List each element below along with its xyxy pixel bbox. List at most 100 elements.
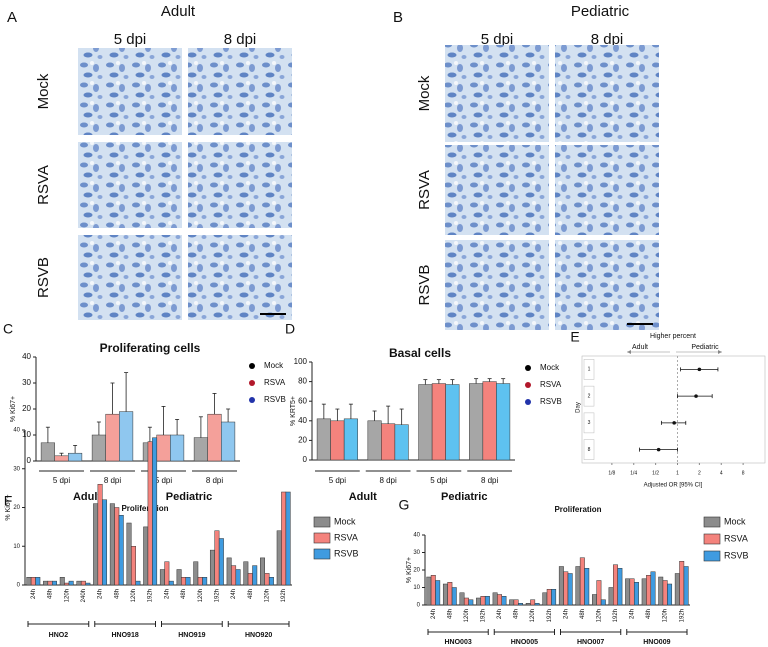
x-tick-label: 192h (613, 609, 619, 622)
bar (43, 580, 49, 586)
bar (431, 383, 446, 461)
bar (114, 507, 120, 586)
x-tick-label: 48h (181, 589, 187, 599)
row-label: RSVB (35, 257, 52, 298)
group-label: Adult (73, 491, 101, 503)
bar (260, 557, 265, 586)
y-tick-label: 10 (22, 430, 31, 439)
bar (525, 603, 531, 606)
micrograph (78, 48, 182, 135)
bar (197, 577, 203, 586)
bar (52, 580, 57, 586)
bar (463, 597, 469, 606)
chart-title: Proliferating cells (100, 341, 201, 355)
panel-letter: D (285, 321, 295, 337)
bar (218, 538, 224, 586)
group-label: HNO918 (112, 632, 139, 639)
bar (451, 587, 457, 606)
chart-title: Basal cells (389, 346, 451, 360)
legend-marker (249, 397, 255, 403)
point-estimate (672, 421, 676, 425)
bar (563, 571, 569, 606)
x-tick-label: 24h (563, 609, 569, 619)
bar (26, 577, 32, 586)
bar (530, 599, 536, 606)
group-label: Pediatric (166, 491, 212, 503)
bar (683, 566, 689, 606)
bar (418, 384, 433, 461)
x-tick-label: 24h (630, 609, 636, 619)
x-tick-label: 48h (514, 609, 520, 619)
bar (482, 381, 497, 461)
x-tick-label: 120h (596, 609, 602, 622)
row-label: RSVB (416, 265, 433, 306)
x-tick-label: 24h (497, 609, 503, 619)
x-tick-label: 48h (248, 589, 254, 599)
bar (59, 577, 65, 586)
row-label: Mock (416, 75, 433, 111)
panel-letter: E (570, 329, 579, 345)
bar (617, 568, 623, 606)
x-axis-label: Adjusted OR [95% CI] (644, 483, 703, 489)
y-tick-label: 0 (17, 583, 21, 589)
bar (625, 578, 631, 606)
bar (193, 561, 199, 586)
x-tick-label: 48h (580, 609, 586, 619)
bar (330, 420, 345, 461)
x-tick-label: 120h (265, 589, 271, 602)
x-tick-label: 120h (131, 589, 137, 602)
bar (168, 580, 174, 586)
bar (193, 437, 208, 462)
bar (546, 589, 552, 606)
bar (105, 413, 120, 462)
group-label: HNO007 (577, 639, 604, 646)
bar (600, 599, 606, 606)
x-tick-label: 48h (48, 589, 54, 599)
x-tick-label: 24h (164, 589, 170, 599)
bar (650, 571, 656, 606)
column-label: 5 dpi (114, 31, 147, 48)
x-tick-label: 4 (720, 470, 723, 476)
bar (152, 437, 158, 586)
x-tick-label: 1/2 (652, 470, 659, 476)
forest-right-label: Pediatric (691, 344, 719, 351)
x-tick-label: 24h (231, 589, 237, 599)
y-tick-label: 20 (13, 505, 20, 511)
bar (662, 580, 668, 606)
group-label: Adult (349, 491, 377, 503)
bar (235, 569, 241, 586)
group-label: HNO005 (511, 639, 538, 646)
y-axis-label: % KRT5+ (290, 396, 297, 426)
row-label-box (583, 439, 595, 460)
y-tick-label: 40 (298, 416, 307, 425)
group-label: Pediatric (441, 491, 487, 503)
point-estimate (694, 394, 698, 398)
bar (501, 596, 507, 606)
bar (567, 573, 573, 606)
x-tick-label: 192h (481, 609, 487, 622)
bar (551, 589, 557, 606)
x-tick-label: 48h (114, 589, 120, 599)
micrograph (78, 142, 182, 228)
bar (91, 434, 106, 462)
y-tick-label: 40 (413, 533, 420, 539)
panel-letter: B (393, 9, 403, 26)
column-label: 8 dpi (224, 31, 257, 48)
bar (68, 452, 83, 462)
micrograph (188, 142, 292, 228)
legend-label: Mock (264, 361, 284, 370)
bar (247, 573, 253, 586)
group-label: HNO920 (245, 632, 272, 639)
micrograph (445, 145, 549, 235)
bar (394, 424, 409, 461)
bar (185, 577, 191, 586)
bar (102, 499, 108, 586)
bar (35, 577, 41, 586)
y-tick-label: 10 (413, 585, 420, 591)
bar (118, 515, 124, 586)
bar (281, 491, 287, 586)
bar (135, 580, 141, 586)
bar (285, 491, 291, 586)
bar (214, 530, 220, 586)
bar (221, 421, 236, 462)
